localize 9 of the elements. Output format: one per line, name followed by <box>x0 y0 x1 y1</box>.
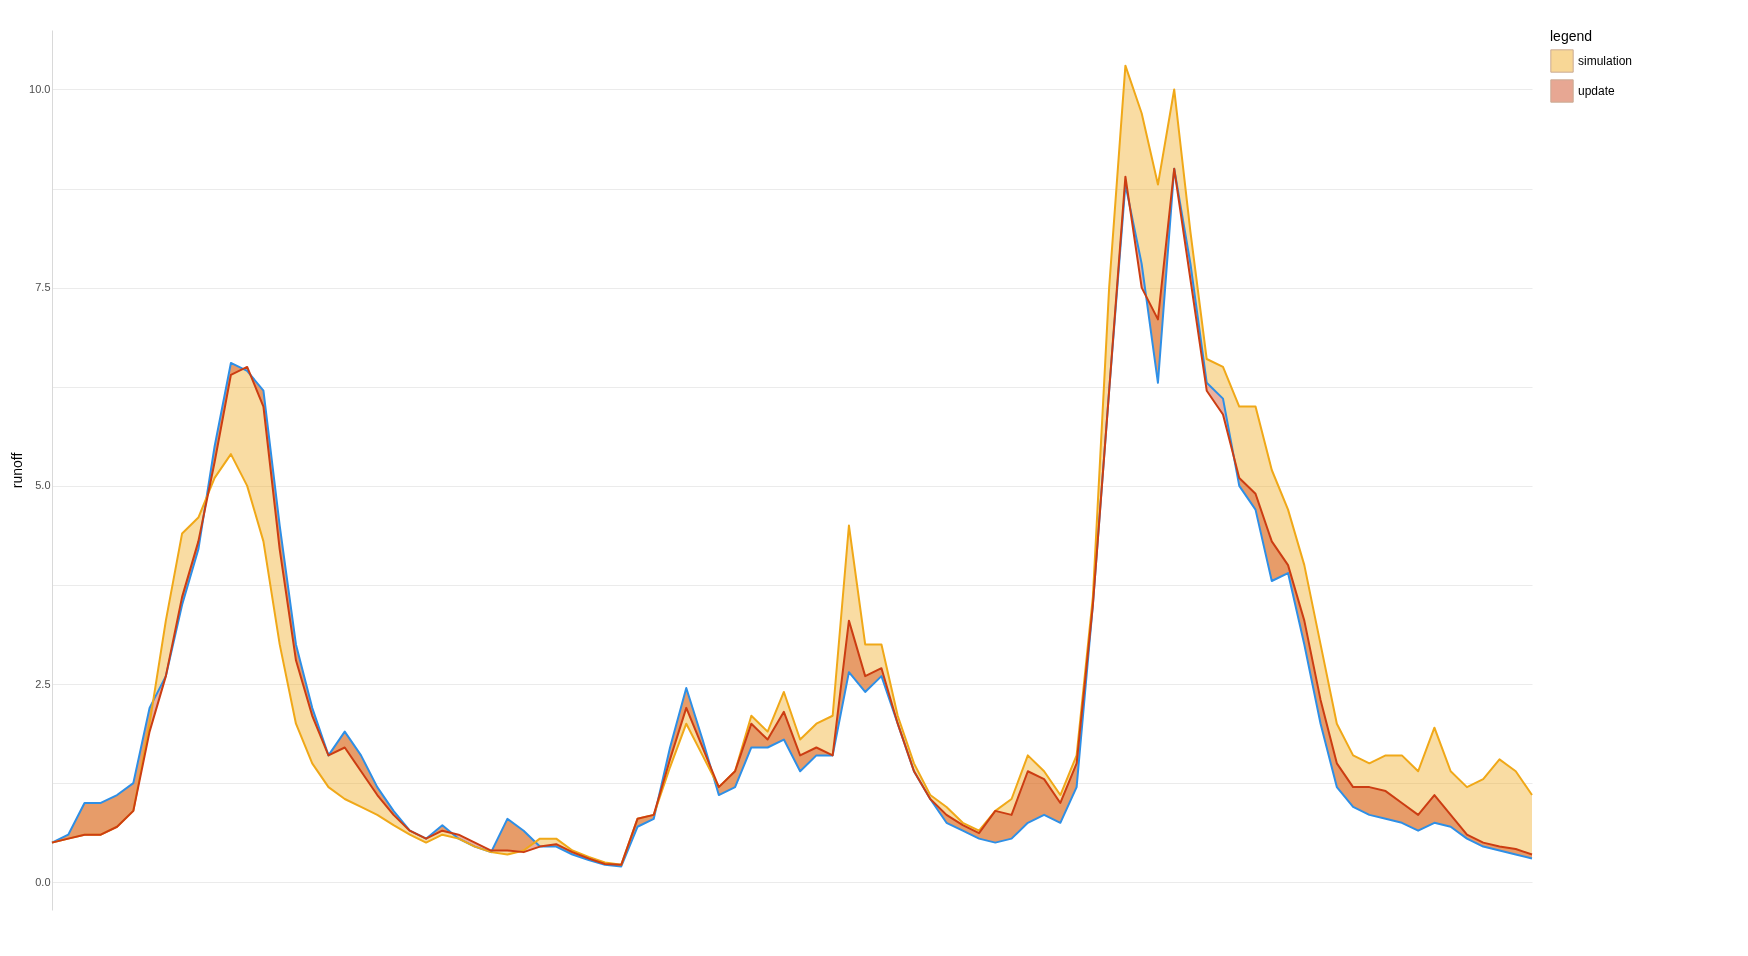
y-tick-label: 5.0 <box>35 479 51 492</box>
legend-title: legend <box>1550 28 1593 44</box>
y-axis-title: runoff <box>9 452 26 489</box>
y-tick-label: 7.5 <box>35 281 51 294</box>
y-tick-label: 0.0 <box>35 875 51 888</box>
y-tick-label: 2.5 <box>35 677 51 690</box>
legend-label: update <box>1578 84 1616 98</box>
y-tick-label: 10.0 <box>29 82 51 95</box>
legend-label: simulation <box>1578 54 1633 68</box>
